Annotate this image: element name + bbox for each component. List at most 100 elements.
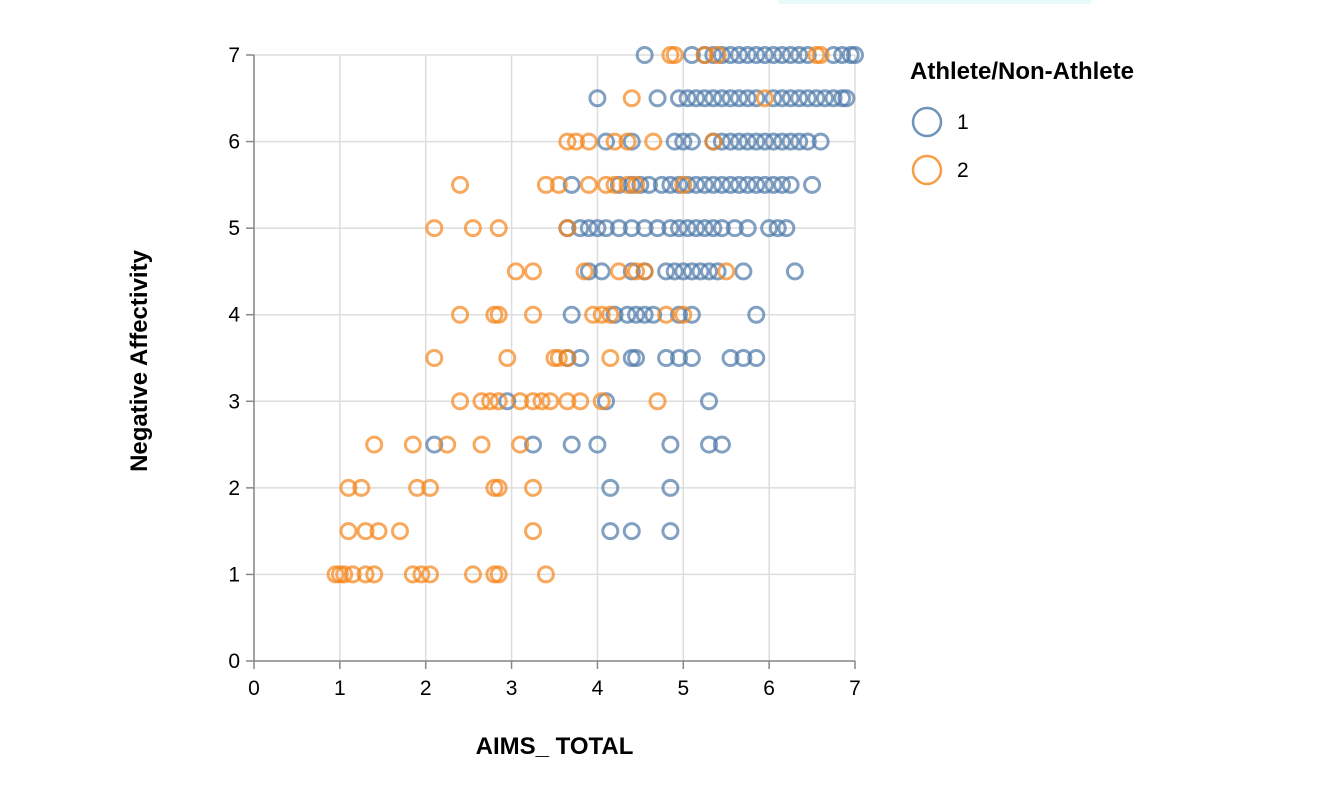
legend-label: 1 xyxy=(957,111,969,134)
data-point xyxy=(661,219,680,238)
data-point xyxy=(421,478,440,497)
data-point xyxy=(691,262,710,281)
data-point xyxy=(652,175,671,194)
data-point xyxy=(674,175,693,194)
data-point xyxy=(755,89,774,108)
data-point xyxy=(695,46,714,64)
data-point xyxy=(489,392,508,411)
data-point xyxy=(511,392,530,411)
data-point xyxy=(773,46,792,64)
data-point xyxy=(592,392,611,411)
data-point xyxy=(687,89,706,108)
data-point xyxy=(390,522,409,541)
data-point xyxy=(695,89,714,108)
data-point xyxy=(730,89,749,108)
data-point xyxy=(738,89,757,108)
data-point xyxy=(635,46,654,64)
data-point xyxy=(489,305,508,324)
data-point xyxy=(682,349,701,367)
data-point xyxy=(605,132,624,151)
data-point xyxy=(657,262,676,281)
top-toolbar-strip xyxy=(778,0,1092,4)
data-point xyxy=(562,305,581,324)
data-point xyxy=(622,522,641,541)
data-point xyxy=(755,132,774,151)
data-point xyxy=(798,46,817,64)
data-point xyxy=(695,219,714,238)
data-point xyxy=(815,89,834,108)
data-point xyxy=(764,46,783,64)
data-point xyxy=(730,175,749,194)
data-point xyxy=(790,132,809,151)
data-point xyxy=(678,89,697,108)
data-point xyxy=(566,132,585,151)
data-point xyxy=(425,219,444,238)
data-point xyxy=(511,435,530,454)
data-point xyxy=(712,219,731,238)
y-axis-ticks: 0 1 2 3 4 5 6 7 xyxy=(228,44,254,673)
data-point xyxy=(764,175,783,194)
data-point xyxy=(369,522,388,541)
data-point xyxy=(635,262,654,281)
x-tick-label: 7 xyxy=(849,677,861,700)
y-tick-label: 6 xyxy=(228,131,240,154)
data-point xyxy=(558,392,577,411)
data-point xyxy=(412,565,431,584)
data-point xyxy=(721,175,740,194)
data-point xyxy=(524,305,543,324)
data-point xyxy=(571,349,590,367)
data-point xyxy=(597,132,616,151)
data-point xyxy=(669,89,688,108)
data-point xyxy=(524,435,543,454)
data-point xyxy=(708,46,727,64)
data-point xyxy=(674,262,693,281)
data-point xyxy=(687,175,706,194)
data-point xyxy=(833,46,852,64)
data-point xyxy=(837,89,856,108)
legend-title: Athlete/Non-Athlete xyxy=(910,58,1134,85)
data-point xyxy=(721,89,740,108)
data-point xyxy=(760,219,779,238)
x-tick-label: 0 xyxy=(248,677,260,700)
data-point xyxy=(717,262,736,281)
data-point xyxy=(558,132,577,151)
data-point xyxy=(661,175,680,194)
data-point xyxy=(579,219,598,238)
data-point xyxy=(451,305,470,324)
series-2 xyxy=(326,46,830,584)
data-point xyxy=(609,219,628,238)
data-point xyxy=(708,262,727,281)
data-point xyxy=(541,392,560,411)
y-tick-label: 1 xyxy=(228,563,240,586)
data-point xyxy=(747,132,766,151)
data-point xyxy=(669,349,688,367)
data-point xyxy=(425,349,444,367)
data-point xyxy=(451,392,470,411)
data-point xyxy=(356,522,375,541)
data-point xyxy=(627,175,646,194)
x-tick-label: 5 xyxy=(677,677,689,700)
data-point xyxy=(704,132,723,151)
data-point xyxy=(674,132,693,151)
data-point xyxy=(635,305,654,324)
data-point xyxy=(498,349,517,367)
data-point xyxy=(785,262,804,281)
data-point xyxy=(588,89,607,108)
data-point xyxy=(451,175,470,194)
data-point xyxy=(627,305,646,324)
data-point xyxy=(438,435,457,454)
data-point xyxy=(755,46,774,64)
data-point xyxy=(425,435,444,454)
data-point xyxy=(597,219,616,238)
data-point xyxy=(335,565,354,584)
data-point xyxy=(506,262,525,281)
data-point xyxy=(558,349,577,367)
data-point xyxy=(584,305,603,324)
data-point xyxy=(747,305,766,324)
x-tick-label: 4 xyxy=(592,677,604,700)
data-point xyxy=(421,565,440,584)
data-point xyxy=(597,175,616,194)
data-point xyxy=(773,175,792,194)
data-point xyxy=(700,262,719,281)
axes: 0 1 2 3 4 5 6 7 0 1 2 3 4 5 6 7 xyxy=(228,44,861,700)
